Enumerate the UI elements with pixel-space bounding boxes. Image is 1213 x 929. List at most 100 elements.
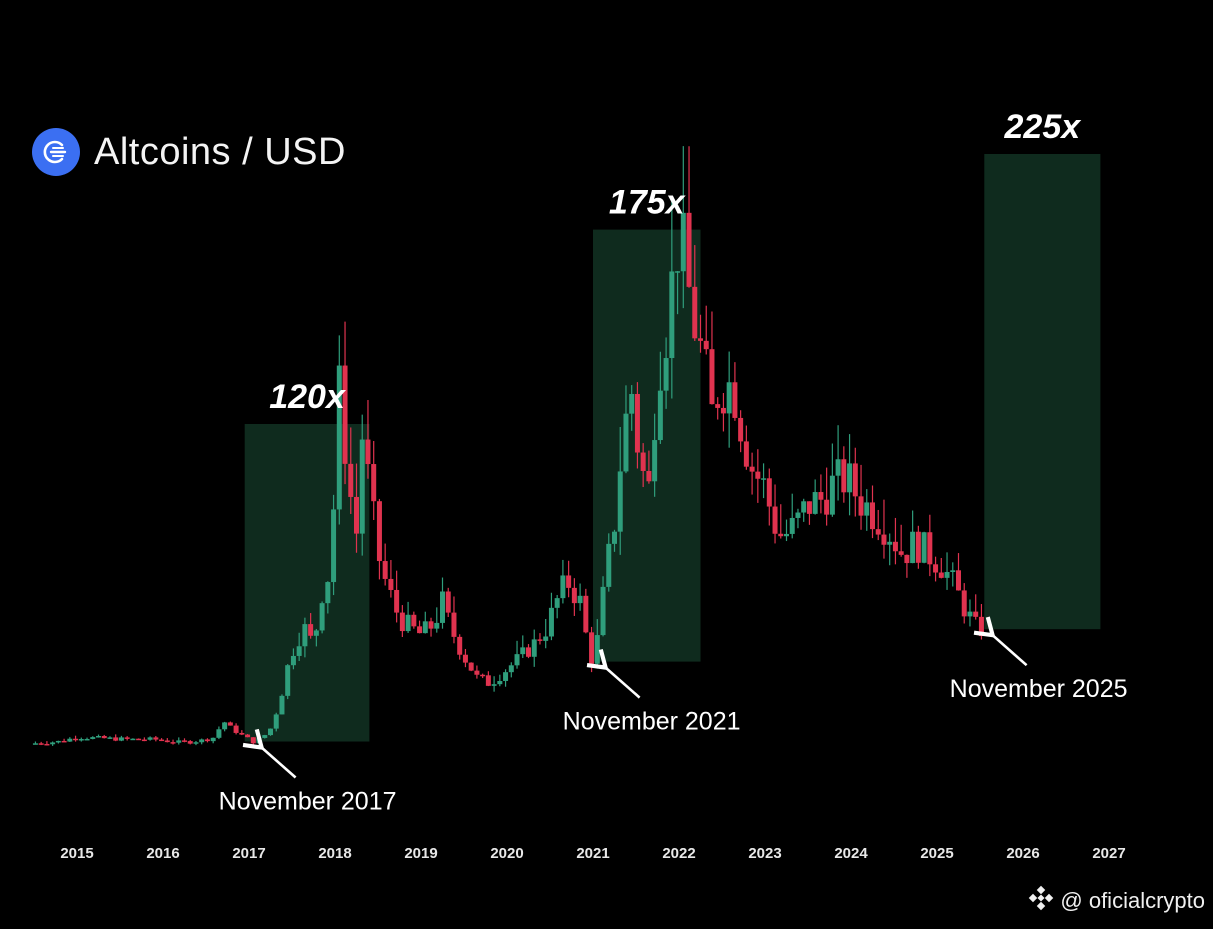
candle-body xyxy=(124,737,130,739)
candle-body xyxy=(961,590,967,617)
candle-body xyxy=(915,531,921,563)
candle-body xyxy=(606,543,612,587)
candle-body xyxy=(382,561,388,579)
candle-body xyxy=(313,630,319,636)
candle-body xyxy=(354,496,359,534)
candle-body xyxy=(422,621,428,634)
candle-body xyxy=(245,734,251,738)
candle-body xyxy=(187,741,193,744)
candle-body xyxy=(566,575,572,588)
candle-body xyxy=(141,739,147,742)
candle-body xyxy=(761,478,767,480)
candle-body xyxy=(107,737,113,739)
candle-body xyxy=(508,665,514,673)
candle-body xyxy=(216,729,222,738)
candle-body xyxy=(268,728,273,736)
candles xyxy=(32,146,984,746)
candle-body xyxy=(858,496,864,516)
candle-body xyxy=(652,440,658,482)
candle-body xyxy=(497,681,503,685)
x-tick-label: 2019 xyxy=(404,845,437,862)
candle-body xyxy=(657,390,663,441)
candle-body xyxy=(875,529,881,535)
highlight-zone xyxy=(984,154,1101,630)
candle-body xyxy=(485,675,491,686)
x-tick-label: 2022 xyxy=(662,845,695,862)
candle-body xyxy=(967,611,973,617)
watermark-text: @ oficialcrypto xyxy=(1060,888,1205,913)
x-tick-label: 2018 xyxy=(318,845,351,862)
candle-body xyxy=(589,632,595,664)
candle-body xyxy=(617,471,623,532)
candle-body xyxy=(629,393,635,414)
candle-body xyxy=(956,570,961,591)
candle-body xyxy=(772,506,778,534)
x-tick-label: 2025 xyxy=(920,845,953,862)
candle-body xyxy=(405,614,411,632)
candle-body xyxy=(732,382,738,418)
candle-body xyxy=(548,607,554,637)
candle-body xyxy=(480,674,486,677)
candle-body xyxy=(199,739,205,743)
candle-body xyxy=(176,740,182,743)
candle-body xyxy=(451,612,457,637)
candle-body xyxy=(812,492,818,514)
watermark: @ oficialcrypto xyxy=(1028,885,1205,917)
candle-body xyxy=(870,502,875,530)
annotation-arrow xyxy=(242,728,297,779)
candle-body xyxy=(61,740,67,743)
x-tick-label: 2023 xyxy=(748,845,781,862)
chart-header: Altcoins / USD xyxy=(32,128,346,176)
candle-body xyxy=(445,591,451,613)
x-tick-label: 2015 xyxy=(60,845,93,862)
candle-body xyxy=(290,655,296,666)
candle-body xyxy=(892,541,898,552)
candle-body xyxy=(325,582,331,604)
candle-body xyxy=(766,478,772,507)
candle-body xyxy=(279,695,285,715)
candle-body xyxy=(594,635,600,664)
candle-body xyxy=(841,459,847,493)
candle-body xyxy=(462,654,468,663)
candle-body xyxy=(319,603,325,631)
candle-body xyxy=(646,470,652,482)
candle-body xyxy=(715,404,721,408)
candle-body xyxy=(784,533,789,537)
candle-body xyxy=(801,501,807,513)
candle-body xyxy=(503,672,509,682)
annotation-label: November 2025 xyxy=(950,675,1128,703)
candle-body xyxy=(491,684,497,686)
candle-body xyxy=(233,725,239,733)
candle-body xyxy=(101,736,107,739)
x-tick-label: 2027 xyxy=(1092,845,1125,862)
candle-body xyxy=(669,271,675,359)
candle-body xyxy=(388,578,394,590)
candle-body xyxy=(336,365,342,510)
candle-body xyxy=(612,531,617,544)
candle-body xyxy=(348,463,354,497)
candle-body xyxy=(273,714,279,729)
candle-body xyxy=(749,466,755,472)
candle-body xyxy=(824,499,830,515)
candle-body xyxy=(331,509,337,583)
candle-body xyxy=(302,624,308,647)
candle-body xyxy=(531,639,537,657)
candle-body xyxy=(898,551,904,555)
x-tick-label: 2020 xyxy=(490,845,523,862)
candle-body xyxy=(560,575,566,599)
annotation-label: November 2017 xyxy=(219,788,397,816)
candle-body xyxy=(973,611,979,617)
x-axis: 2015 2016 2017 2018 2019 2020 2021 2022 2023 2024… xyxy=(60,845,1125,862)
annotation-label: November 2021 xyxy=(563,708,741,736)
candle-body xyxy=(526,647,531,657)
candle-body xyxy=(371,464,377,502)
candle-body xyxy=(881,534,887,545)
candle-body xyxy=(440,591,445,623)
candle-body xyxy=(904,554,910,564)
candle-body xyxy=(84,738,90,741)
candle-body xyxy=(262,735,268,738)
candle-body xyxy=(73,738,79,741)
candle-body xyxy=(910,531,916,564)
candle-body xyxy=(978,616,984,637)
candle-body xyxy=(44,743,50,746)
